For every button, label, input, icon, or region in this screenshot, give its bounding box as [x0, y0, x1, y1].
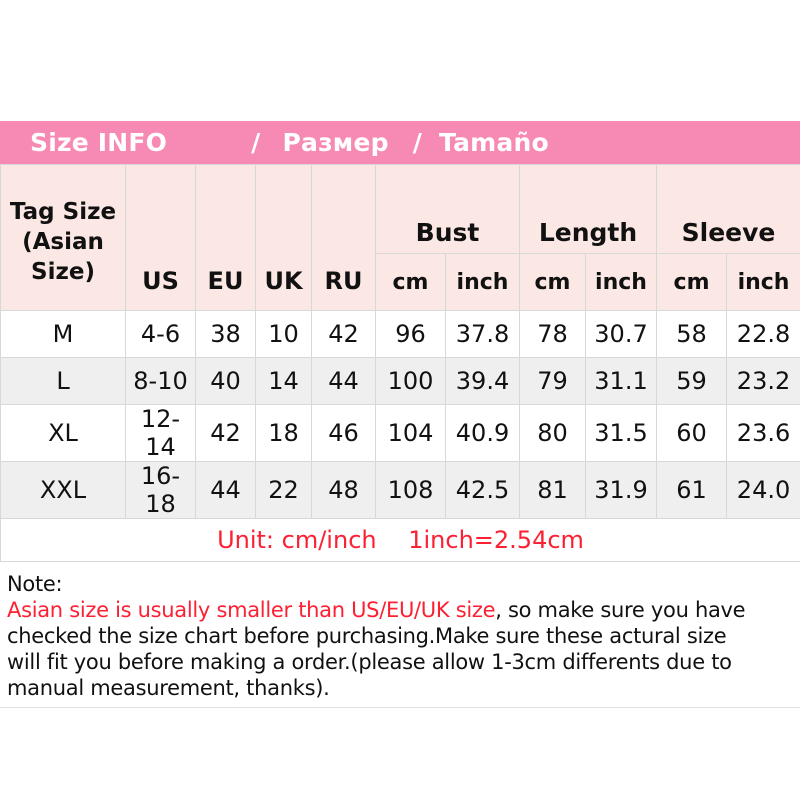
- size-value-cell: 39.4: [445, 357, 520, 405]
- size-value-cell: 38: [195, 310, 256, 358]
- note-line: checked the size chart before purchasing…: [7, 623, 800, 649]
- size-value-cell: 8-10: [125, 357, 196, 405]
- size-value-cell: 46: [311, 404, 376, 462]
- tag-size-cell: L: [0, 357, 126, 405]
- note-text: Note:: [7, 572, 63, 596]
- note-text: will fit you before making a order.(plea…: [7, 650, 732, 674]
- size-value-cell: 10: [255, 310, 312, 358]
- col-header-uk: UK: [255, 164, 312, 311]
- size-value-cell: 30.7: [584, 310, 658, 358]
- size-row-m: M 4-6 38 10 42 96 37.8 78 30.7 58 22.8: [0, 310, 800, 358]
- size-value-cell: 100: [375, 357, 446, 405]
- header-row-units: cm inch cm inch cm inch: [1, 253, 800, 311]
- top-whitespace: [0, 0, 800, 121]
- group-header-bust: Bust: [375, 164, 520, 254]
- subheader-cm: cm: [519, 253, 586, 311]
- bottom-divider-line: [0, 707, 800, 708]
- note-text: checked the size chart before purchasing…: [7, 624, 727, 648]
- subheader-inch: inch: [726, 253, 800, 311]
- size-value-cell: 23.2: [726, 357, 800, 405]
- banner-title-spanish: Tamaño: [439, 128, 549, 157]
- note-text: , so make sure you have: [495, 598, 746, 622]
- tag-size-cell: XXL: [0, 461, 126, 519]
- tag-size-cell: XL: [0, 404, 126, 462]
- banner-separator: /: [412, 128, 423, 157]
- size-value-cell: 108: [375, 461, 446, 519]
- size-value-cell: 42.5: [445, 461, 520, 519]
- size-value-cell: 42: [311, 310, 376, 358]
- size-value-cell: 14: [255, 357, 312, 405]
- subheader-inch: inch: [584, 253, 658, 311]
- size-value-cell: 44: [311, 357, 376, 405]
- size-value-cell: 4-6: [125, 310, 196, 358]
- size-value-cell: 96: [375, 310, 446, 358]
- size-table-body: M 4-6 38 10 42 96 37.8 78 30.7 58 22.8 L 8-10 40 14 44 1…: [0, 310, 800, 519]
- col-header-ru: RU: [311, 164, 376, 311]
- size-value-cell: 31.9: [584, 461, 658, 519]
- note-line: will fit you before making a order.(plea…: [7, 649, 800, 675]
- header-row-groups: Tag Size (Asian Size) US EU UK RU Bust L…: [0, 164, 800, 311]
- note-warning-text: Asian size is usually smaller than US/EU…: [7, 598, 496, 622]
- size-value-cell: 104: [375, 404, 446, 462]
- size-value-cell: 40.9: [445, 404, 520, 462]
- size-row-xl: XL 12-14 42 18 46 104 40.9 80 31.5 60 23.6: [0, 404, 800, 462]
- unit-row: Unit: cm/inch 1inch=2.54cm: [0, 518, 800, 562]
- banner-title-english: Size INFO: [30, 128, 168, 157]
- size-value-cell: 31.5: [584, 404, 658, 462]
- unit-note: Unit: cm/inch 1inch=2.54cm: [0, 518, 800, 562]
- group-header-sleeve: Sleeve: [656, 164, 800, 254]
- size-value-cell: 48: [311, 461, 376, 519]
- group-header-length: Length: [518, 164, 658, 254]
- subheader-cm: cm: [656, 253, 728, 311]
- size-value-cell: 44: [195, 461, 256, 519]
- size-value-cell: 23.6: [726, 404, 800, 462]
- size-value-cell: 42: [195, 404, 256, 462]
- unit-conversion: 1inch=2.54cm: [408, 526, 584, 554]
- size-value-cell: 18: [255, 404, 312, 462]
- size-value-cell: 59: [656, 357, 728, 405]
- note-section: Note: Asian size is usually smaller than …: [0, 571, 800, 701]
- unit-label: Unit: cm/inch: [217, 526, 377, 554]
- size-value-cell: 80: [519, 404, 586, 462]
- size-row-xxl: XXL 16-18 44 22 48 108 42.5 81 31.9 61 24.0: [0, 461, 800, 519]
- note-line: Asian size is usually smaller than US/EU…: [7, 597, 800, 623]
- note-line: Note:: [7, 571, 800, 597]
- size-value-cell: 61: [656, 461, 728, 519]
- size-value-cell: 37.8: [445, 310, 520, 358]
- tag-size-header: Tag Size (Asian Size): [0, 164, 126, 311]
- note-line: manual measurement, thanks).: [7, 675, 800, 701]
- note-text: manual measurement, thanks).: [7, 676, 330, 700]
- subheader-inch: inch: [445, 253, 520, 311]
- size-chart-table: Tag Size (Asian Size) US EU UK RU Bust L…: [0, 164, 800, 562]
- size-info-banner: Size INFO / Размер / Tamaño: [0, 121, 800, 164]
- size-value-cell: 12-14: [125, 404, 196, 462]
- col-header-eu: EU: [195, 164, 256, 311]
- tag-size-cell: M: [0, 310, 126, 358]
- banner-separator: /: [251, 128, 261, 157]
- size-value-cell: 16-18: [125, 461, 196, 519]
- size-value-cell: 58: [656, 310, 728, 358]
- size-value-cell: 22.8: [726, 310, 800, 358]
- size-value-cell: 60: [656, 404, 728, 462]
- subheader-cm: cm: [375, 253, 446, 311]
- size-value-cell: 79: [519, 357, 586, 405]
- size-value-cell: 81: [519, 461, 586, 519]
- size-value-cell: 24.0: [726, 461, 800, 519]
- size-value-cell: 40: [195, 357, 256, 405]
- banner-title-russian: Размер: [282, 128, 389, 157]
- size-row-l: L 8-10 40 14 44 100 39.4 79 31.1 59 23.2: [0, 357, 800, 405]
- size-value-cell: 31.1: [584, 357, 658, 405]
- size-value-cell: 78: [519, 310, 586, 358]
- size-value-cell: 22: [255, 461, 312, 519]
- col-header-us: US: [125, 164, 196, 311]
